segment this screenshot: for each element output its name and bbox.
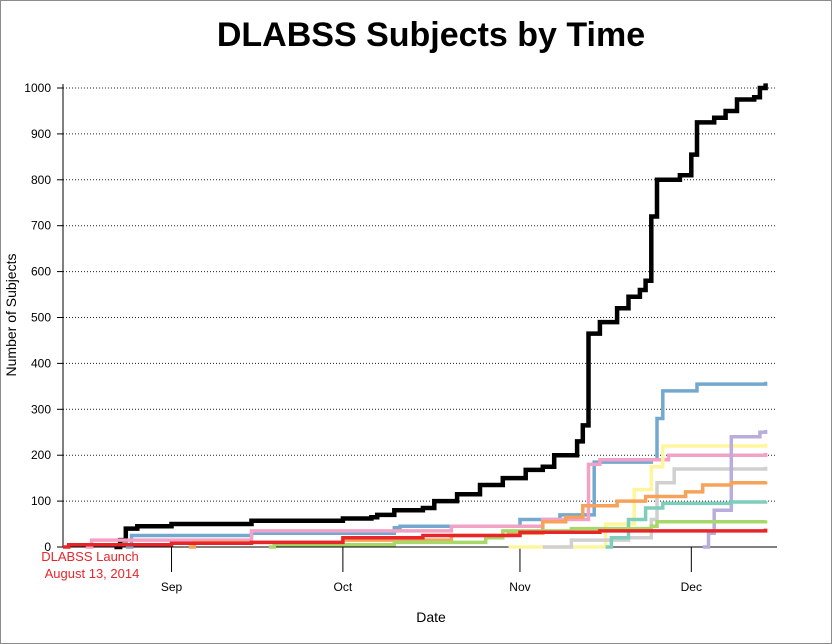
- plot-area: [63, 83, 768, 550]
- y-tick-label: 400: [31, 356, 51, 370]
- series-line-5: [542, 466, 768, 549]
- series-line-9: [268, 520, 768, 549]
- series-line-3: [85, 452, 768, 549]
- x-tick-label: Dec: [681, 580, 702, 594]
- x-axis-label: Date: [416, 609, 446, 625]
- x-tick-label: Nov: [509, 580, 530, 594]
- y-tick-label: 200: [31, 448, 51, 462]
- x-axis: Sep Oct Nov Dec: [63, 546, 777, 594]
- series-line-6: [702, 430, 768, 549]
- y-tick-label: 0: [44, 540, 51, 554]
- series-line-8: [605, 500, 768, 549]
- series-line-1: [114, 83, 768, 550]
- y-tick-label: 1000: [24, 81, 51, 95]
- y-tick-label: 300: [31, 402, 51, 416]
- y-tick-label: 500: [31, 311, 51, 325]
- y-tick-label: 600: [31, 265, 51, 279]
- gridlines: [63, 87, 777, 502]
- x-tick-label: Sep: [161, 580, 183, 594]
- y-axis-label: Number of Subjects: [3, 254, 19, 377]
- y-tick-label: 800: [31, 173, 51, 187]
- y-tick-label: 900: [31, 127, 51, 141]
- y-tick-label: 100: [31, 494, 51, 508]
- launch-annotation-line1: DLABSS Launch: [41, 549, 139, 564]
- series-line-10: [63, 528, 768, 549]
- launch-annotation-line2: August 13, 2014: [45, 566, 140, 581]
- x-tick-label: Oct: [334, 580, 353, 594]
- chart-title: DLABSS Subjects by Time: [217, 16, 645, 54]
- y-tick-label: 700: [31, 219, 51, 233]
- series-line-7: [188, 480, 768, 549]
- y-axis: 0 100 200 300 400 500 600 700 800 900 1000: [24, 81, 64, 554]
